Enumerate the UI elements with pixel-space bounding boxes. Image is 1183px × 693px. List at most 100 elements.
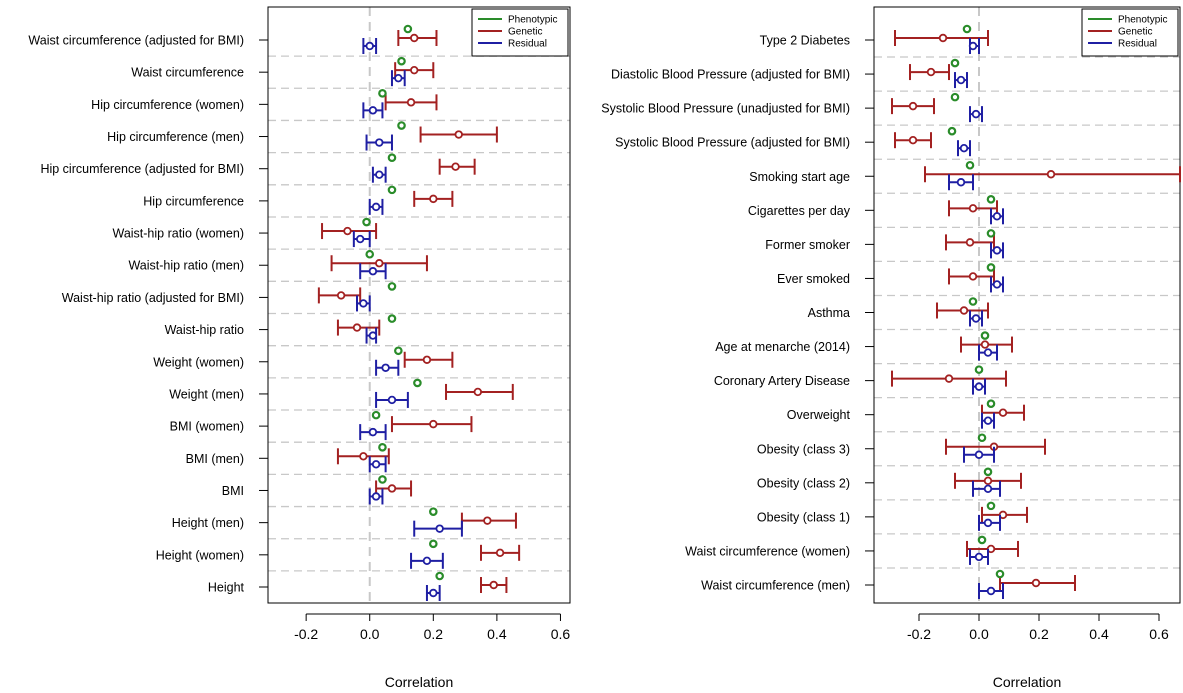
phenotypic-point — [983, 467, 993, 477]
genetic-point — [451, 162, 460, 171]
x-tick-label: 0.6 — [1149, 626, 1169, 642]
genetic-point — [375, 259, 384, 268]
legend-entry: Genetic — [1118, 27, 1152, 38]
phenotypic-point — [387, 282, 397, 291]
residual-point — [956, 75, 966, 85]
phenotypic-point — [435, 571, 444, 581]
phenotypic-point — [429, 539, 438, 549]
residual-point — [371, 492, 381, 501]
residual-point — [983, 348, 993, 357]
category-label: Weight (women) — [153, 355, 244, 369]
x-tick-label: 0.0 — [969, 626, 989, 642]
plot-frame — [873, 6, 1181, 604]
category-label: Hip circumference — [143, 194, 244, 208]
category-label: Former smoker — [765, 238, 850, 252]
phenotypic-point — [974, 365, 984, 374]
phenotypic-point — [429, 507, 438, 516]
category-label: Overweight — [787, 408, 851, 422]
right-forest-panel: Type 2 Diabetes Diastolic Blood Pressure … — [601, 6, 1181, 690]
x-tick-label: 0.0 — [360, 626, 380, 642]
genetic-point — [410, 65, 419, 75]
x-tick-label: 0.6 — [551, 626, 571, 642]
genetic-point — [965, 238, 975, 247]
phenotypic-point — [995, 569, 1005, 579]
category-label: Waist circumference (women) — [685, 544, 850, 558]
category-label: Ever smoked — [777, 272, 850, 286]
x-tick-label: 0.2 — [1029, 626, 1049, 642]
legend-box — [471, 8, 569, 57]
genetic-point — [968, 204, 978, 213]
phenotypic-point — [968, 297, 978, 306]
residual-point — [365, 41, 374, 51]
residual-point — [974, 552, 984, 562]
genetic-point — [908, 101, 918, 111]
residual-point — [986, 586, 996, 596]
residual-point — [992, 246, 1002, 255]
legend-box — [1081, 8, 1179, 57]
category-label: Diastolic Blood Pressure (adjusted for B… — [611, 68, 850, 82]
residual-point — [971, 109, 981, 119]
genetic-point — [429, 194, 438, 204]
residual-point — [371, 202, 381, 212]
category-label: Smoking start age — [749, 170, 850, 184]
genetic-point — [483, 516, 492, 525]
category-label: BMI (women) — [170, 420, 244, 434]
residual-point — [968, 41, 978, 51]
x-tick-label: 0.4 — [487, 626, 507, 642]
phenotypic-point — [397, 56, 406, 66]
genetic-point — [359, 452, 368, 461]
genetic-point — [406, 98, 416, 107]
residual-point — [394, 73, 403, 83]
category-label: Systolic Blood Pressure (unadjusted for … — [601, 102, 850, 116]
phenotypic-point — [387, 314, 397, 323]
residual-point — [983, 416, 993, 425]
category-label: Hip circumference (women) — [91, 98, 244, 112]
x-tick-label: 0.4 — [1089, 626, 1109, 642]
residual-point — [974, 382, 984, 391]
category-label: Obesity (class 2) — [757, 476, 850, 490]
genetic-point — [908, 135, 918, 145]
residual-point — [375, 170, 384, 179]
genetic-point — [1031, 578, 1041, 588]
genetic-point — [387, 484, 397, 493]
residual-point — [992, 280, 1002, 289]
residual-point — [359, 299, 368, 308]
genetic-point — [968, 272, 978, 281]
genetic-point — [983, 476, 993, 486]
phenotypic-point — [986, 501, 996, 511]
genetic-point — [998, 408, 1008, 417]
category-label: BMI (men) — [186, 452, 244, 466]
category-label: BMI — [222, 484, 244, 498]
residual-point — [422, 556, 432, 566]
category-label: Height (men) — [172, 516, 244, 530]
residual-point — [974, 450, 984, 459]
residual-point — [355, 234, 365, 244]
phenotypic-point — [378, 475, 387, 484]
phenotypic-point — [947, 126, 957, 136]
category-label: Waist circumference (adjusted for BMI) — [28, 34, 244, 48]
phenotypic-point — [950, 58, 960, 68]
phenotypic-point — [986, 229, 996, 238]
phenotypic-point — [413, 378, 422, 388]
residual-point — [368, 331, 378, 340]
phenotypic-point — [371, 410, 381, 420]
genetic-point — [959, 306, 969, 315]
phenotypic-point — [950, 92, 960, 102]
genetic-point — [454, 130, 463, 139]
category-label: Height — [208, 581, 245, 595]
left-forest-panel: Waist circumference (adjusted for BMI) Wa… — [28, 6, 571, 690]
category-label: Waist-hip ratio (adjusted for BMI) — [62, 291, 244, 305]
category-label: Waist circumference (men) — [701, 579, 850, 593]
category-label: Weight (men) — [169, 387, 244, 401]
phenotypic-point — [980, 331, 990, 340]
residual-point — [435, 524, 444, 533]
x-tick-label: -0.2 — [907, 626, 931, 642]
phenotypic-point — [977, 433, 987, 443]
phenotypic-point — [397, 121, 406, 130]
phenotypic-point — [387, 185, 397, 195]
residual-point — [381, 363, 390, 372]
residual-point — [429, 588, 438, 598]
residual-point — [992, 212, 1002, 221]
residual-point — [971, 314, 981, 323]
